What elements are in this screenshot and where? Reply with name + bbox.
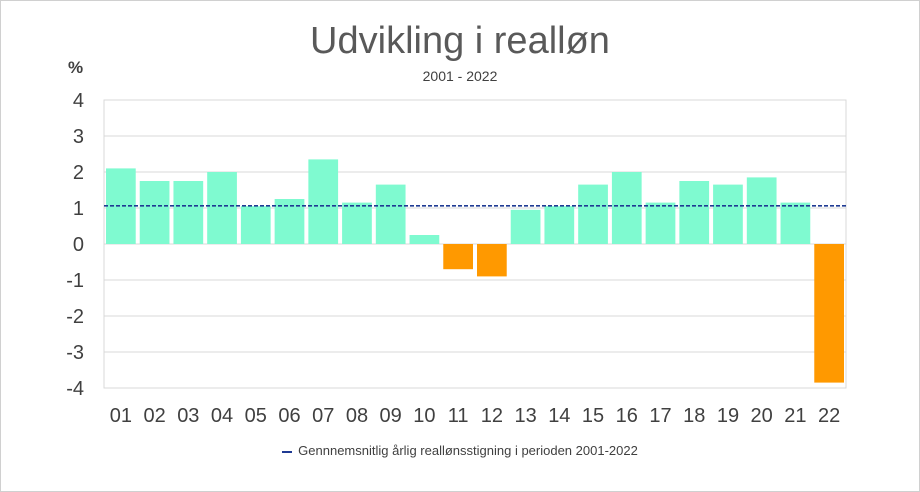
bar [814, 244, 844, 383]
x-tick-label: 04 [211, 405, 233, 427]
x-tick-label: 06 [278, 405, 300, 427]
x-tick-label: 02 [143, 405, 165, 427]
y-tick-label: -1 [66, 270, 84, 292]
x-tick-label: 21 [784, 405, 806, 427]
legend-label: Gennnemsnitlig årlig reallønsstigning i … [298, 443, 638, 458]
bar [308, 159, 339, 244]
x-tick-label: 01 [110, 405, 132, 427]
bar [139, 181, 170, 244]
x-tick-label: 19 [717, 405, 739, 427]
y-tick-label: 3 [73, 126, 84, 148]
x-tick-label: 09 [380, 405, 402, 427]
x-tick-label: 22 [818, 405, 840, 427]
x-tick-label: 15 [582, 405, 604, 427]
bar [679, 181, 710, 244]
y-tick-label: 1 [73, 198, 84, 220]
y-tick-label: 2 [73, 162, 84, 184]
bar [173, 181, 204, 244]
bar [207, 172, 237, 244]
bar [544, 206, 575, 244]
bar [342, 202, 372, 244]
x-tick-label: 03 [177, 405, 199, 427]
x-tick-label: 20 [751, 405, 773, 427]
bar [780, 202, 811, 244]
bar [409, 235, 440, 244]
bar [611, 172, 642, 244]
x-tick-label: 16 [616, 405, 638, 427]
bar [477, 244, 507, 277]
x-tick-label: 12 [481, 405, 503, 427]
y-tick-label: 4 [73, 90, 84, 112]
x-tick-label: 18 [683, 405, 705, 427]
y-tick-label: 0 [73, 234, 84, 256]
bar [443, 244, 473, 270]
chart-title: Udvikling i realløn [310, 20, 610, 62]
y-tick-label: -2 [66, 306, 84, 328]
legend: Gennnemsnitlig årlig reallønsstigning i … [0, 443, 920, 458]
bar [240, 206, 271, 244]
x-tick-label: 07 [312, 405, 334, 427]
x-tick-label: 11 [448, 405, 469, 427]
legend-line-swatch [282, 450, 293, 453]
chart-subtitle: 2001 - 2022 [422, 68, 498, 84]
x-tick-label: 10 [413, 405, 435, 427]
y-tick-label: -3 [66, 342, 84, 364]
bar [746, 177, 777, 244]
x-tick-label: 14 [548, 405, 570, 427]
x-tick-label: 05 [245, 405, 267, 427]
bar [375, 184, 406, 244]
x-tick-label: 08 [346, 405, 368, 427]
y-axis-unit: % [68, 58, 84, 77]
y-tick-label: -4 [66, 378, 84, 400]
bar [645, 202, 676, 244]
x-tick-label: 13 [514, 405, 536, 427]
bar [510, 209, 541, 244]
x-tick-label: 17 [649, 405, 671, 427]
bar [578, 184, 608, 244]
bar [713, 184, 743, 244]
